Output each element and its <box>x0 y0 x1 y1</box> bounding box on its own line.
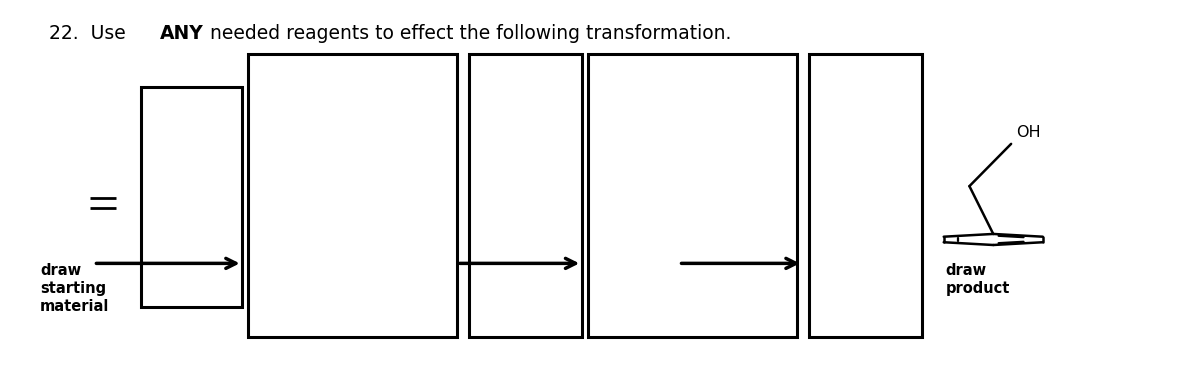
Text: draw
product: draw product <box>946 263 1010 296</box>
Bar <box>142 87 242 308</box>
Bar <box>469 54 582 337</box>
Text: 22.  Use: 22. Use <box>49 24 132 43</box>
Bar <box>588 54 797 337</box>
Bar <box>809 54 922 337</box>
Text: OH: OH <box>1016 125 1040 140</box>
Text: needed reagents to effect the following transformation.: needed reagents to effect the following … <box>204 24 732 43</box>
Text: draw
starting
material: draw starting material <box>40 263 109 314</box>
Bar <box>248 54 457 337</box>
Text: ANY: ANY <box>161 24 204 43</box>
